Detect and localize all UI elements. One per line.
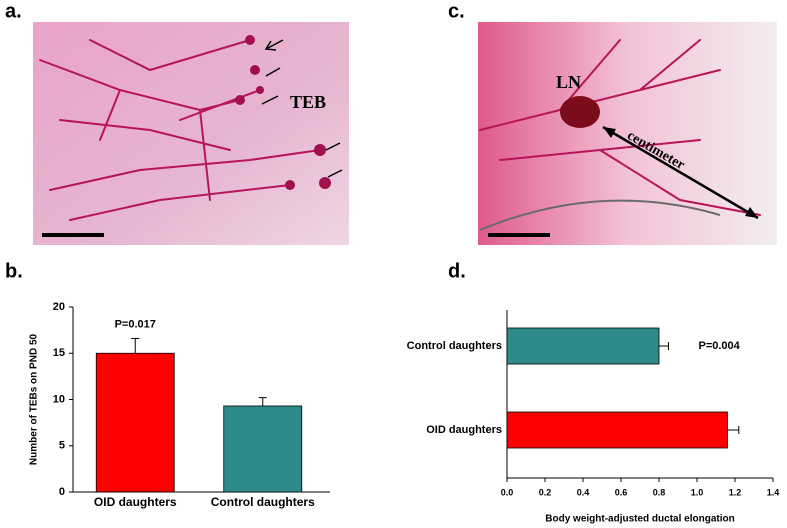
y-tick-label: 0 — [59, 486, 65, 498]
bar — [95, 352, 175, 493]
bar — [506, 327, 660, 365]
annotation: P=0.017 — [115, 318, 156, 330]
panel-label: a. — [5, 0, 22, 22]
x-tick-label: 1.2 — [729, 487, 742, 497]
y-tick-label: 20 — [53, 301, 65, 313]
x-tick-label: 0.6 — [615, 487, 628, 497]
y-tick-label: OID daughters — [426, 424, 502, 436]
x-tick-label: 0.0 — [501, 487, 514, 497]
y-axis-label: Number of TEBs on PND 50 — [29, 334, 40, 466]
x-tick-label: 0.2 — [539, 487, 552, 497]
panel-label: d. — [448, 260, 466, 282]
x-tick-label: 0.4 — [577, 487, 590, 497]
y-tick-label: Control daughters — [407, 340, 502, 352]
photo-c — [478, 22, 777, 245]
x-tick-label: 1.0 — [691, 487, 704, 497]
panel-label: b. — [5, 260, 23, 282]
y-tick-label: 10 — [53, 393, 65, 405]
bar — [223, 405, 303, 493]
x-tick-label: 1.4 — [767, 487, 780, 497]
panel-label: c. — [448, 0, 465, 22]
x-tick-label: Control daughters — [211, 495, 315, 509]
x-axis-label: Body weight-adjusted ductal elongation — [545, 514, 734, 525]
y-tick-label: 5 — [59, 440, 65, 452]
x-tick-label: OID daughters — [94, 495, 177, 509]
annotation: P=0.004 — [699, 340, 741, 352]
photo-annotation: LN — [556, 72, 581, 92]
bar — [506, 411, 728, 449]
x-tick-label: 0.8 — [653, 487, 666, 497]
photo-annotation: TEB — [290, 92, 326, 112]
photo-a — [33, 22, 349, 245]
y-tick-label: 15 — [53, 347, 65, 359]
